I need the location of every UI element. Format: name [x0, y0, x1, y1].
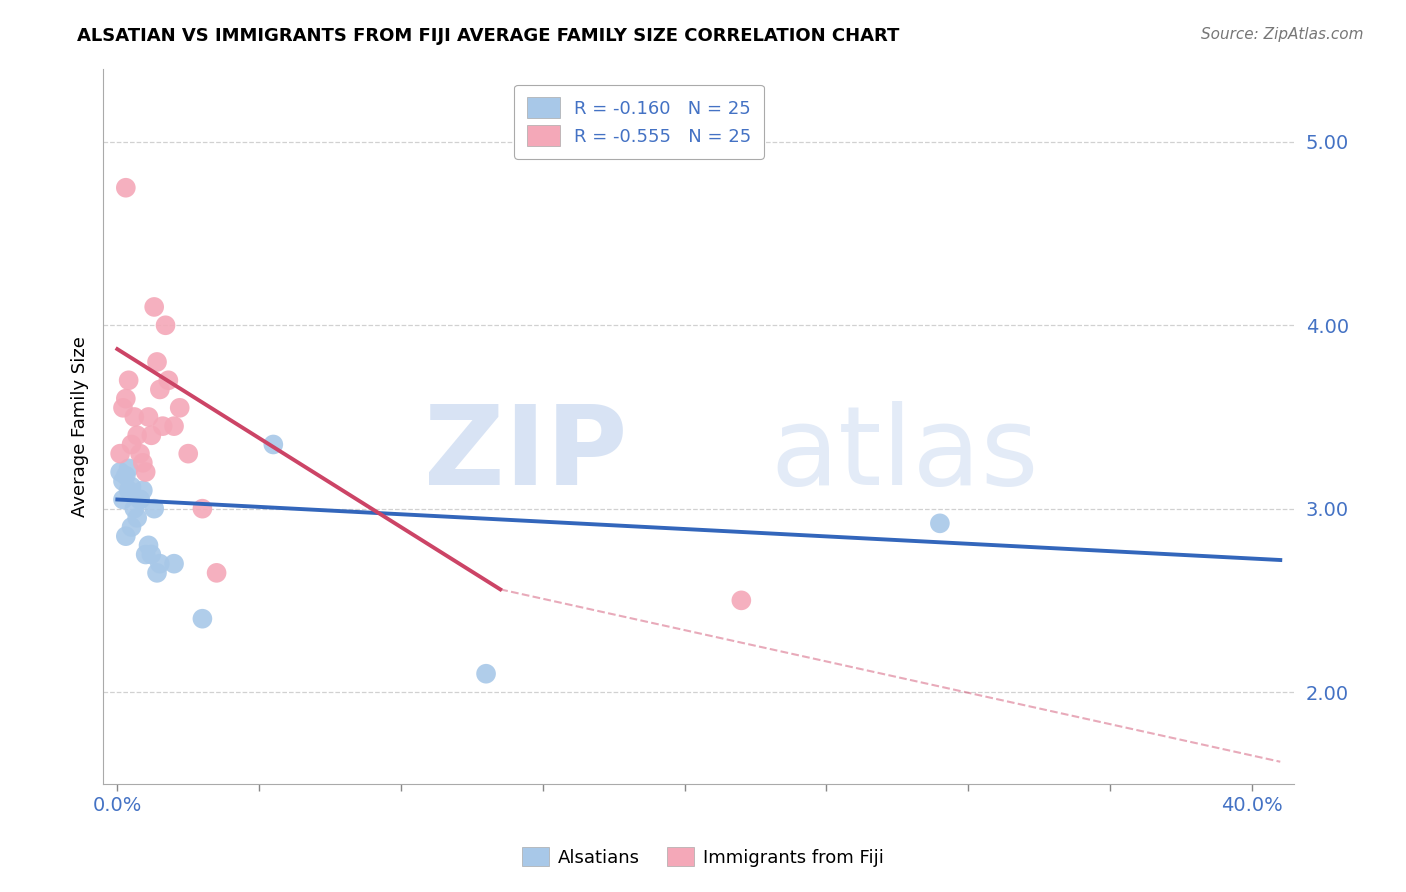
Point: [121, 480, 143, 494]
Point: [138, 409, 160, 424]
Point: [108, 447, 131, 461]
Point: [135, 548, 157, 562]
Point: [127, 511, 149, 525]
Point: [124, 409, 146, 424]
Point: [111, 492, 134, 507]
Point: [152, 419, 174, 434]
Point: [129, 447, 152, 461]
Point: [135, 465, 157, 479]
Point: [155, 318, 177, 333]
Point: [191, 612, 214, 626]
Point: [149, 557, 172, 571]
Point: [928, 516, 950, 531]
Point: [127, 428, 149, 442]
Point: [730, 593, 752, 607]
Point: [163, 557, 186, 571]
Point: [149, 383, 172, 397]
Point: [177, 447, 200, 461]
Point: [118, 373, 141, 387]
Point: [138, 538, 160, 552]
Point: [146, 566, 169, 580]
Point: [124, 501, 146, 516]
Text: Source: ZipAtlas.com: Source: ZipAtlas.com: [1201, 27, 1364, 42]
Point: [163, 419, 186, 434]
Point: [129, 492, 152, 507]
Point: [146, 355, 169, 369]
Point: [262, 437, 284, 451]
Text: ZIP: ZIP: [425, 401, 627, 508]
Text: atlas: atlas: [770, 401, 1039, 508]
Point: [143, 501, 166, 516]
Point: [108, 465, 131, 479]
Legend: R = -0.160   N = 25, R = -0.555   N = 25: R = -0.160 N = 25, R = -0.555 N = 25: [515, 85, 763, 159]
Point: [129, 492, 152, 507]
Point: [114, 529, 136, 543]
Point: [169, 401, 191, 415]
Point: [141, 428, 163, 442]
Point: [118, 461, 141, 475]
Point: [475, 666, 498, 681]
Legend: Alsatians, Immigrants from Fiji: Alsatians, Immigrants from Fiji: [515, 840, 891, 874]
Point: [132, 456, 155, 470]
Point: [111, 474, 134, 488]
Point: [121, 520, 143, 534]
Point: [143, 300, 166, 314]
Point: [205, 566, 228, 580]
Point: [114, 468, 136, 483]
Point: [114, 392, 136, 406]
Point: [157, 373, 180, 387]
Point: [111, 401, 134, 415]
Point: [114, 180, 136, 194]
Point: [121, 437, 143, 451]
Y-axis label: Average Family Size: Average Family Size: [72, 335, 89, 516]
Text: ALSATIAN VS IMMIGRANTS FROM FIJI AVERAGE FAMILY SIZE CORRELATION CHART: ALSATIAN VS IMMIGRANTS FROM FIJI AVERAGE…: [77, 27, 900, 45]
Point: [141, 548, 163, 562]
Point: [191, 501, 214, 516]
Point: [132, 483, 155, 498]
Point: [118, 483, 141, 498]
